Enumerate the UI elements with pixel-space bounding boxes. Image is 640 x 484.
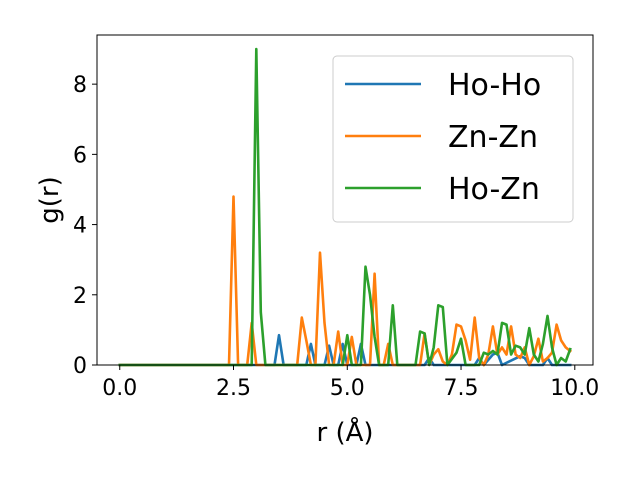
x-tick-label: 5.0: [330, 376, 365, 401]
legend: Ho-Ho Zn-Zn Ho-Zn: [332, 55, 574, 223]
plot-frame: [96, 34, 594, 366]
y-tick-label: 4: [73, 214, 87, 239]
legend-label-ho-zn: Ho-Zn: [448, 172, 540, 207]
y-tick-label: 2: [73, 284, 87, 309]
x-tick-label: 7.5: [444, 376, 479, 401]
y-tick-label: 6: [73, 143, 87, 168]
y-tick-label: 0: [73, 354, 87, 379]
y-tick-label: 8: [73, 73, 87, 98]
x-axis-label: r (Å): [316, 416, 373, 448]
legend-box: [332, 55, 574, 223]
legend-label-zn-zn: Zn-Zn: [448, 120, 538, 155]
x-tick-label: 2.5: [216, 376, 251, 401]
y-axis: 0 2 4 6 8: [73, 73, 97, 379]
x-axis: 0.0 2.5 5.0 7.5 10.0: [102, 365, 599, 401]
x-tick-label: 10.0: [550, 376, 599, 401]
legend-label-ho-ho: Ho-Ho: [448, 68, 541, 103]
x-tick-label: 0.0: [102, 376, 137, 401]
y-axis-label: g(r): [35, 176, 65, 223]
